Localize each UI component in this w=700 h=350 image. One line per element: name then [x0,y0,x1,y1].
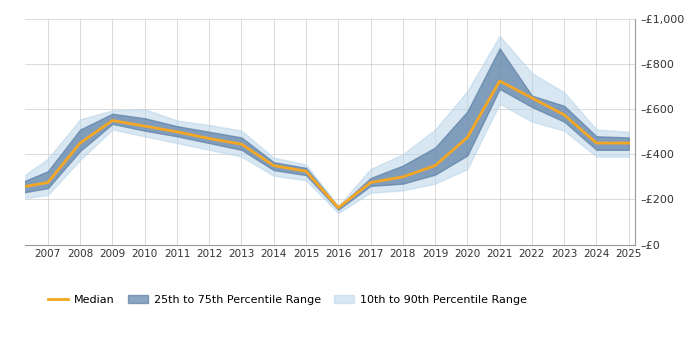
Median [205,136,214,141]
Median [302,169,310,173]
Median [141,124,149,128]
Median [43,180,52,184]
Median [366,180,375,184]
Median [334,206,342,210]
Median [11,186,20,190]
Median [463,135,472,140]
Median [624,141,633,145]
Median [431,163,440,168]
Median [592,141,601,145]
Median [76,141,84,145]
Median [108,118,117,122]
Median [173,130,181,134]
Line: Median: Median [15,81,629,208]
Median [270,163,278,168]
Median [237,142,246,146]
Median [398,175,407,179]
Median [560,113,568,117]
Median [528,96,536,100]
Median [496,79,504,83]
Legend: Median, 25th to 75th Percentile Range, 10th to 90th Percentile Range: Median, 25th to 75th Percentile Range, 1… [44,291,531,310]
